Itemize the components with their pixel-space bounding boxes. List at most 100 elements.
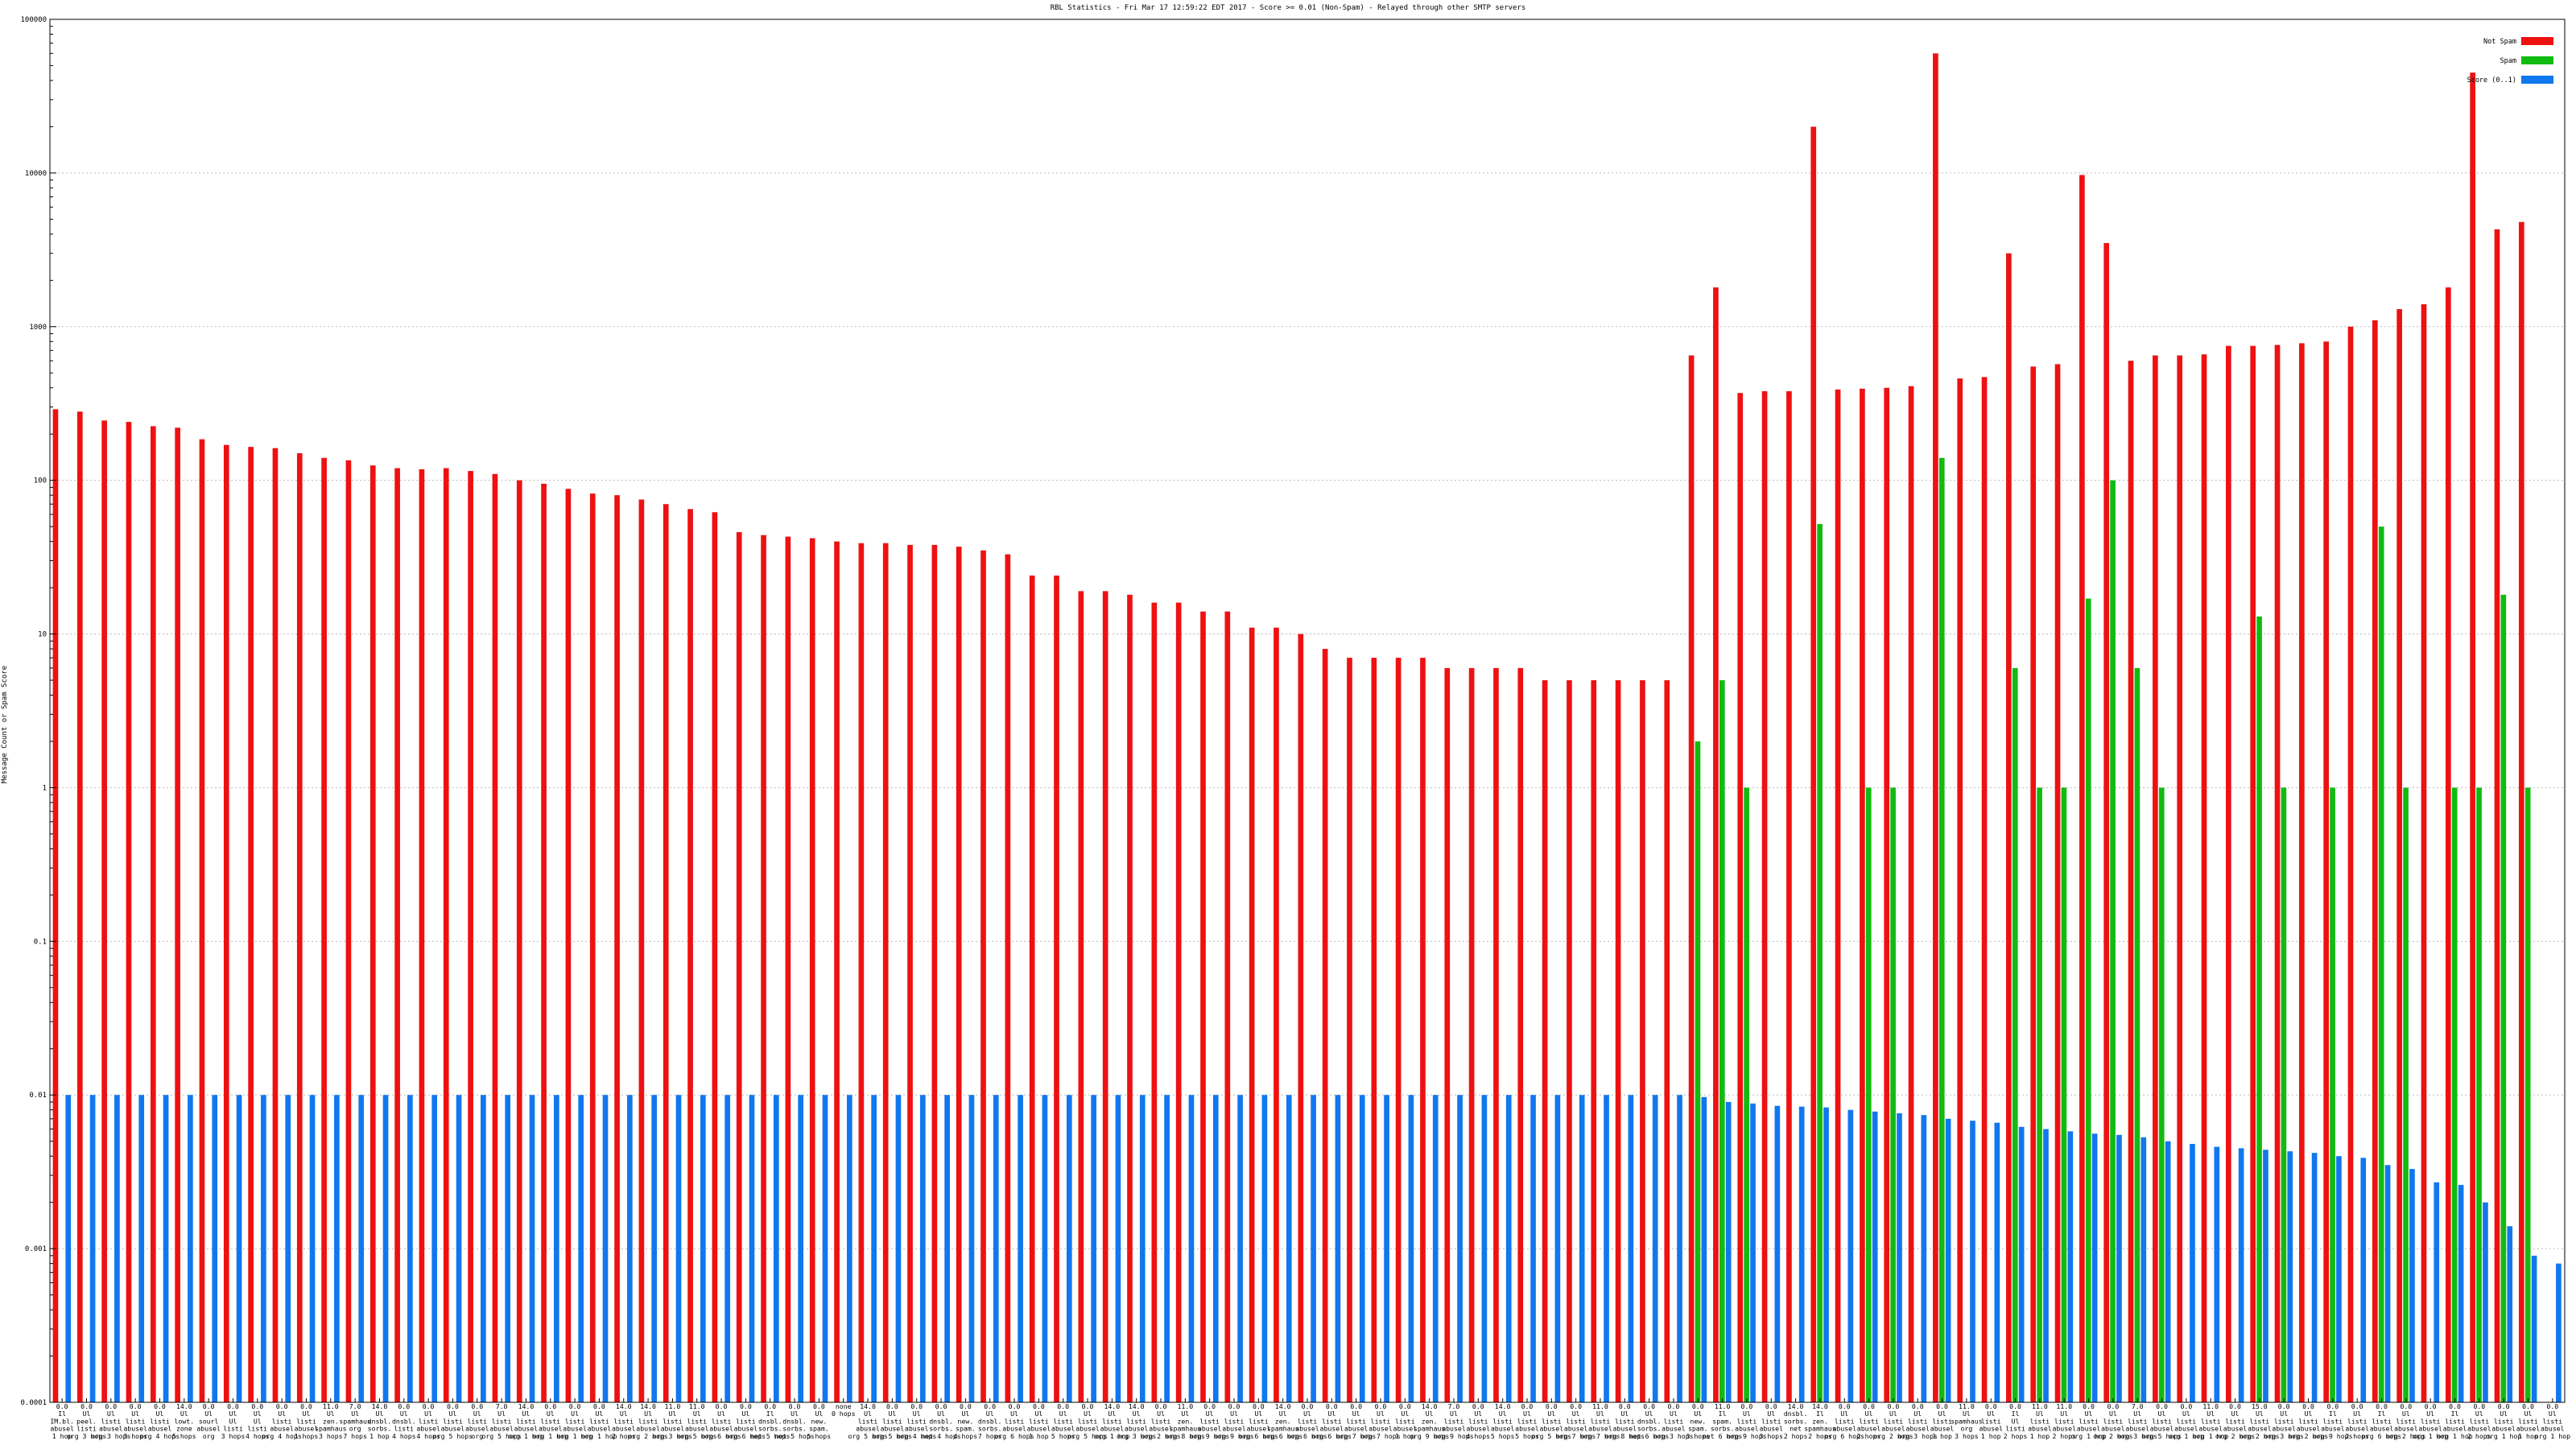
x-category-line: 1 hop <box>1981 1432 2001 1440</box>
x-category-line: abusel <box>881 1425 905 1433</box>
x-category-line: 2 hops <box>1784 1432 1808 1440</box>
spam-bar <box>1817 523 1823 1403</box>
x-category-line: org 9 hops <box>1727 1432 1766 1440</box>
x-category-line: 15.0 <box>2252 1402 2268 1410</box>
x-category-label: 11.0 Ul listi abusel org 5 hops <box>677 1402 716 1440</box>
x-category-line: listi <box>2298 1417 2318 1425</box>
y-axis-label: Message Count or Spam Score <box>1 666 9 783</box>
x-category-line: 0.0 <box>1570 1402 1582 1410</box>
x-category-line: 0.0 <box>471 1402 483 1410</box>
x-category-line: 11.0 <box>1959 1402 1975 1410</box>
not-spam-bar <box>2128 361 2134 1403</box>
score-bar <box>2165 1141 2171 1402</box>
x-category-line: Ul <box>717 1410 725 1418</box>
x-category-line: 0.0 <box>1399 1402 1411 1410</box>
x-category-line: 0.0 <box>1863 1402 1875 1410</box>
x-category-line: 0.0 <box>910 1402 923 1410</box>
not-spam-bar <box>321 457 327 1402</box>
not-spam-bar <box>736 532 742 1402</box>
x-category-line: Ul <box>2256 1410 2264 1418</box>
spam-bar <box>2134 667 2140 1402</box>
x-category-line: spam. <box>956 1425 976 1433</box>
x-category-line: abusel <box>1027 1425 1051 1433</box>
x-category-line: net <box>1790 1425 1802 1433</box>
x-category-line: Ul <box>620 1410 628 1418</box>
x-category-line: 0.0 <box>1619 1402 1631 1410</box>
x-category-label: 0.0 Ul listi abusel 1 hop <box>1027 1402 1051 1440</box>
x-category-line: abusel <box>148 1425 172 1433</box>
score-bar <box>1311 1095 1316 1402</box>
not-spam-bar <box>1054 575 1059 1402</box>
x-category-label: 7.0 Ul listi abusel org 5 hops <box>481 1402 521 1440</box>
x-category-line: org 6 hops <box>1312 1432 1352 1440</box>
x-category-line: 4 hops <box>246 1432 270 1440</box>
x-category-line: 1 hop <box>2518 1432 2538 1440</box>
x-category-line: listi <box>1468 1417 1488 1425</box>
x-category-line: Ul <box>1547 1410 1555 1418</box>
x-category-line: abusel <box>441 1425 465 1433</box>
not-spam-bar <box>2079 175 2085 1402</box>
x-category-line: listi <box>1126 1417 1146 1425</box>
not-spam-bar <box>2445 287 2451 1403</box>
x-category-line: org <box>349 1425 361 1433</box>
x-category-line: Ul <box>2158 1410 2166 1418</box>
score-bar <box>2214 1146 2220 1402</box>
y-tick-label: 0.001 <box>25 1245 47 1253</box>
x-category-line: spamhaus <box>339 1417 371 1425</box>
x-category-label: 0.0 Ul dnsbl. sorbs. net 6 hops <box>1629 1402 1669 1440</box>
score-bar <box>2140 1137 2147 1402</box>
x-category-line: Ul <box>1913 1410 1922 1418</box>
x-category-label: 0.0 Il listi abusel org 6 hops <box>2362 1402 2401 1440</box>
x-category-line: 5 hops <box>1515 1432 1539 1440</box>
x-category-line: 11.0 <box>1592 1402 1608 1410</box>
x-category-line: dnsbl. <box>929 1417 953 1425</box>
x-category-line: listi <box>2494 1417 2514 1425</box>
x-category-line: 0.0 <box>56 1402 68 1410</box>
x-category-line: listi <box>2518 1417 2538 1425</box>
x-category-line: Ul <box>327 1410 335 1418</box>
x-category-line: Ul <box>1206 1410 1214 1418</box>
x-category-line: 2 hops <box>1857 1432 1881 1440</box>
x-category-line: abusel <box>2491 1425 2516 1433</box>
not-spam-bar <box>589 493 596 1402</box>
not-spam-bar <box>248 447 254 1403</box>
not-spam-bar <box>1224 611 1231 1402</box>
x-category-line: 0.0 <box>1643 1402 1655 1410</box>
x-category-line: abusel <box>2052 1425 2076 1433</box>
x-category-line: Ul <box>522 1410 530 1418</box>
not-spam-bar <box>809 538 815 1402</box>
not-spam-bar <box>1249 627 1255 1402</box>
score-bar <box>1530 1095 1536 1402</box>
x-category-line: listi <box>712 1417 732 1425</box>
not-spam-bar <box>175 427 180 1402</box>
x-category-line: listi <box>126 1417 146 1425</box>
not-spam-bar <box>834 541 840 1403</box>
score-bar <box>651 1095 658 1402</box>
x-category-line: Ul <box>864 1410 872 1418</box>
x-category-line: listi <box>101 1417 121 1425</box>
x-category-line: 0.0 <box>154 1402 166 1410</box>
score-bar <box>554 1095 559 1402</box>
x-category-line: listi <box>2250 1417 2270 1425</box>
score-bar <box>481 1095 486 1402</box>
x-category-line: abusel <box>1149 1425 1173 1433</box>
x-category-line: Ul <box>815 1410 823 1418</box>
not-spam-bar <box>101 420 107 1403</box>
x-category-line: 0.0 <box>1033 1402 1045 1410</box>
score-bar <box>2018 1126 2025 1402</box>
x-category-line: listi <box>1761 1417 1781 1425</box>
x-category-line: org 5 hops <box>848 1432 887 1440</box>
x-category-line: 2 hops <box>2052 1432 2076 1440</box>
x-category-line: Ul <box>937 1410 945 1418</box>
x-category-line: 14.0 <box>1495 1402 1511 1410</box>
x-category-line: Ul <box>2426 1410 2434 1418</box>
x-category-line: abusel <box>2248 1425 2272 1433</box>
x-category-line: listi <box>1859 1417 1879 1425</box>
x-category-line: listi <box>1151 1417 1171 1425</box>
spam-bar <box>2403 787 2409 1402</box>
score-bar <box>895 1095 902 1402</box>
x-category-label: 0.0 Ul listi abusel 3 hops <box>123 1402 147 1440</box>
x-category-line: 4 hops <box>954 1432 978 1440</box>
x-category-line: abusel <box>1832 1425 1856 1433</box>
score-bar <box>1628 1095 1634 1402</box>
